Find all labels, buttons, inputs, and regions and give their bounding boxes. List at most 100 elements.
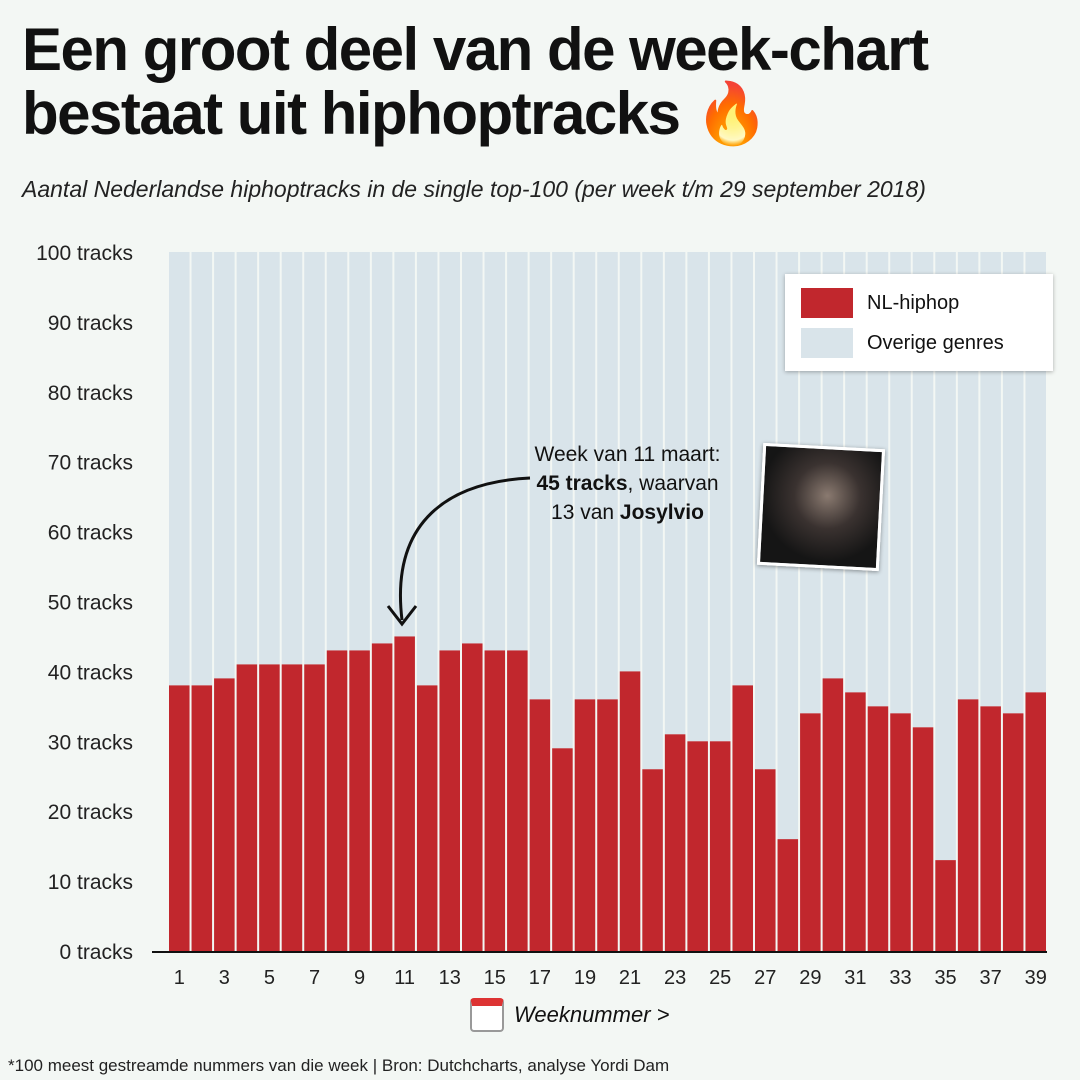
bar-hiphop — [709, 741, 731, 951]
artist-photo — [756, 442, 886, 572]
bar-hiphop — [214, 678, 235, 951]
bar-hiphop — [462, 643, 483, 951]
bar-other — [619, 252, 641, 672]
bar-hiphop — [732, 685, 753, 951]
bar-hiphop — [755, 769, 776, 951]
bar-other — [709, 252, 731, 742]
bar-other — [214, 252, 235, 679]
bar-hiphop — [867, 706, 889, 951]
bar-other — [507, 252, 528, 651]
x-tick-label: 31 — [844, 967, 866, 989]
annotation: Week van 11 maart: 45 tracks, waarvan 13… — [534, 443, 721, 524]
bar-hiphop — [619, 671, 641, 951]
bar-other — [484, 252, 506, 651]
bar-other — [326, 252, 348, 651]
x-tick-label: 11 — [394, 967, 415, 989]
bar-hiphop — [687, 741, 708, 951]
bar-other — [191, 252, 213, 686]
bar-other — [935, 252, 956, 861]
bar-other — [529, 252, 551, 700]
bar-other — [169, 252, 190, 686]
bar-hiphop — [304, 664, 325, 951]
bar-hiphop — [777, 839, 799, 951]
y-tick-label: 100 tracks — [36, 242, 133, 265]
bar-hiphop — [935, 860, 956, 951]
bar-hiphop — [371, 643, 393, 951]
bar-other — [439, 252, 460, 651]
bar-hiphop — [642, 769, 663, 951]
bar-hiphop — [416, 685, 438, 951]
bar-other — [281, 252, 303, 665]
bar-hiphop — [507, 650, 528, 951]
bar-hiphop — [259, 664, 280, 951]
bar-other — [574, 252, 596, 700]
bar-other — [732, 252, 753, 686]
footer-source: *100 meest gestreamde nummers van die we… — [8, 1056, 670, 1075]
x-tick-label: 39 — [1025, 967, 1047, 989]
bar-hiphop — [845, 692, 866, 951]
arrow-head-icon — [386, 605, 418, 627]
chart-subtitle: Aantal Nederlandse hiphoptracks in de si… — [22, 176, 926, 202]
x-tick-label: 13 — [439, 967, 461, 989]
bar-hiphop — [1025, 692, 1046, 951]
legend-label-other: Overige genres — [867, 331, 1004, 354]
legend-swatch-hiphop — [801, 288, 853, 318]
bar-other — [416, 252, 438, 686]
bar-hiphop — [236, 664, 258, 951]
y-tick-label: 40 tracks — [48, 661, 133, 684]
y-tick-label: 60 tracks — [48, 522, 133, 545]
x-tick-label: 5 — [264, 967, 275, 989]
x-tick-label: 9 — [354, 967, 365, 989]
x-tick-label: 15 — [484, 967, 506, 989]
bar-other — [371, 252, 393, 644]
x-tick-label: 21 — [619, 967, 641, 989]
bar-hiphop — [281, 664, 303, 951]
bar-other — [462, 252, 483, 644]
bar-hiphop — [957, 699, 979, 951]
bar-hiphop — [822, 678, 844, 951]
x-tick-label: 7 — [309, 967, 320, 989]
bar-hiphop — [529, 699, 551, 951]
x-tick-label: 29 — [799, 967, 821, 989]
y-tick-label: 90 tracks — [48, 312, 133, 335]
bar-other — [394, 252, 415, 637]
bar-other — [236, 252, 258, 665]
x-tick-label: 17 — [529, 967, 551, 989]
bar-hiphop — [912, 727, 934, 951]
legend-label-hiphop: NL-hiphop — [867, 291, 960, 314]
x-axis-label: Weeknummer > — [470, 998, 669, 1032]
bar-hiphop — [1002, 713, 1024, 951]
x-tick-label: 27 — [754, 967, 776, 989]
y-tick-label: 70 tracks — [48, 452, 133, 475]
chart-title: Een groot deel van de week-chart bestaat… — [22, 16, 929, 147]
bar-hiphop — [169, 685, 190, 951]
bar-hiphop — [664, 734, 686, 951]
y-tick-label: 30 tracks — [48, 731, 133, 754]
bar-hiphop — [800, 713, 821, 951]
x-tick-label: 23 — [664, 967, 686, 989]
bar-hiphop — [439, 650, 460, 951]
bar-other — [349, 252, 370, 651]
bar-other — [304, 252, 325, 665]
bar-hiphop — [349, 650, 370, 951]
x-tick-label: 3 — [219, 967, 230, 989]
bar-other — [664, 252, 686, 735]
bar-hiphop — [394, 636, 415, 951]
bar-other — [552, 252, 573, 749]
bar-other — [597, 252, 618, 700]
bar-hiphop — [552, 748, 573, 951]
y-tick-label: 50 tracks — [48, 592, 133, 615]
y-tick-label: 80 tracks — [48, 382, 133, 405]
x-tick-label: 35 — [934, 967, 956, 989]
x-tick-label: 1 — [174, 967, 185, 989]
bar-hiphop — [597, 699, 618, 951]
x-tick-label: 19 — [574, 967, 596, 989]
y-tick-label: 20 tracks — [48, 801, 133, 824]
legend-swatch-other — [801, 328, 853, 358]
bar-hiphop — [890, 713, 911, 951]
x-tick-label: 25 — [709, 967, 731, 989]
y-tick-label: 0 tracks — [59, 941, 133, 964]
annotation-arrow — [399, 476, 531, 621]
bar-other — [687, 252, 708, 742]
